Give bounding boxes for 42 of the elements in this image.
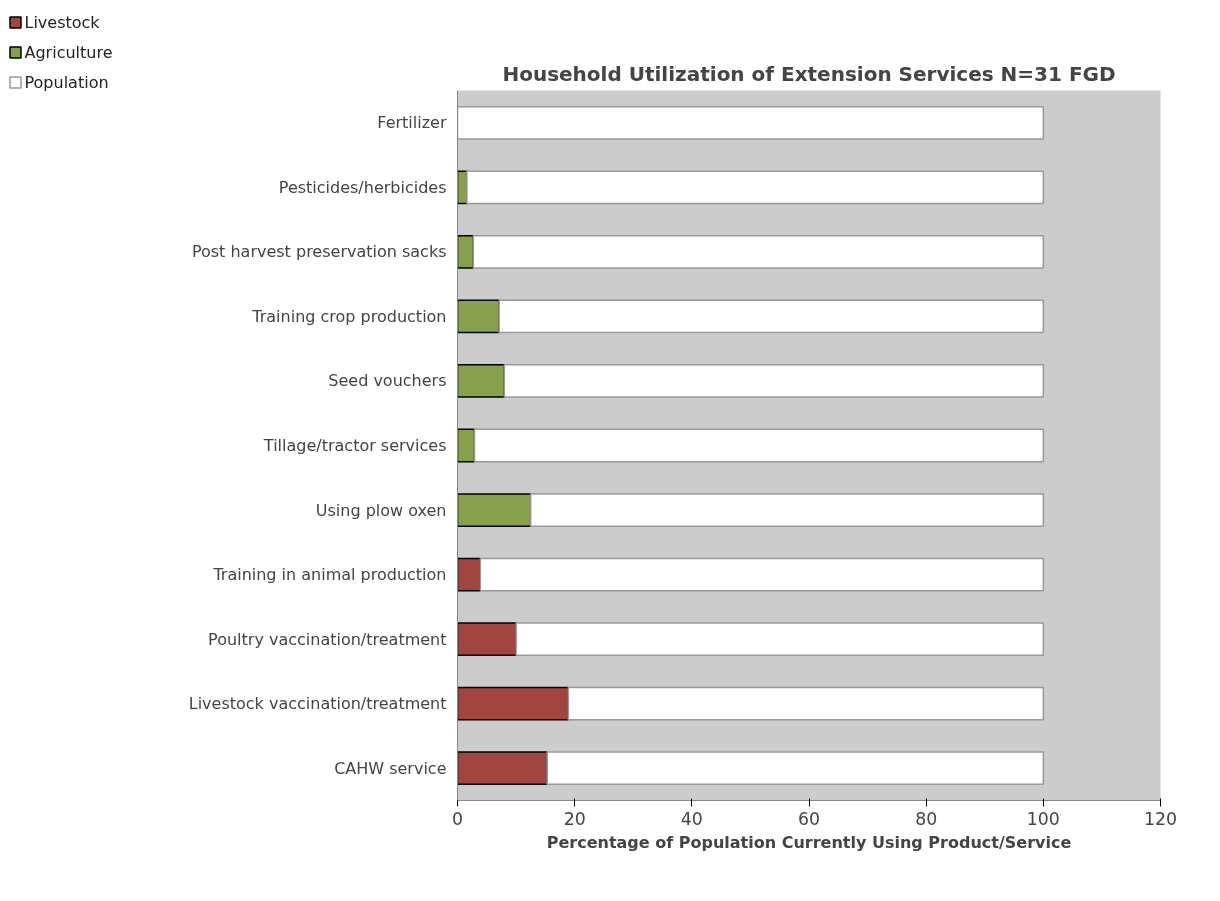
y-tick-label: Seed vouchers bbox=[328, 371, 447, 391]
y-tick-label: Livestock vaccination/treatment bbox=[188, 694, 447, 714]
bar bbox=[498, 299, 1045, 334]
y-tick-label: Fertilizer bbox=[377, 113, 447, 133]
bar bbox=[546, 751, 1045, 786]
bar bbox=[457, 105, 1045, 140]
bar bbox=[457, 557, 482, 592]
y-tick-label: Pesticides/herbicides bbox=[278, 177, 447, 197]
bar bbox=[457, 686, 569, 721]
legend-label: Population bbox=[24, 73, 109, 92]
x-tick-label: 80 bbox=[915, 808, 938, 829]
bar bbox=[503, 364, 1045, 398]
y-tick-label: Training crop production bbox=[251, 306, 447, 326]
bar bbox=[457, 364, 506, 398]
legend-label: Livestock bbox=[24, 13, 101, 32]
y-tick-label: Tillage/tractor services bbox=[262, 436, 447, 455]
x-tick-label: 120 bbox=[1143, 808, 1178, 829]
y-tick-label: Post harvest preservation sacks bbox=[191, 242, 447, 262]
bar bbox=[457, 751, 548, 786]
bar bbox=[529, 493, 1045, 527]
x-tick-label: 20 bbox=[563, 808, 586, 829]
bar bbox=[515, 622, 1045, 657]
chart-title: Household Utilization of Extension Services N=31 FGD bbox=[502, 61, 1116, 86]
y-tick-label: Poultry vaccination/treatment bbox=[208, 629, 447, 649]
x-tick-label: 100 bbox=[1026, 808, 1060, 829]
x-axis-title: Percentage of Population Currently Using Product/Service bbox=[546, 832, 1072, 852]
legend-label: Agriculture bbox=[24, 43, 113, 62]
y-tick-label: CAHW service bbox=[334, 758, 447, 778]
bar bbox=[457, 299, 500, 334]
x-tick-label: 0 bbox=[451, 808, 464, 829]
bar bbox=[472, 234, 1045, 269]
bar bbox=[466, 170, 1045, 205]
y-tick-label: Training in animal production bbox=[212, 565, 447, 585]
bar bbox=[473, 428, 1045, 463]
bar bbox=[457, 234, 475, 269]
x-tick-label: 40 bbox=[680, 808, 703, 829]
bar bbox=[457, 493, 532, 527]
bar bbox=[567, 686, 1045, 721]
bar bbox=[457, 622, 517, 657]
x-tick-label: 60 bbox=[797, 808, 821, 829]
bar bbox=[479, 557, 1045, 592]
y-tick-label: Using plow oxen bbox=[315, 500, 447, 520]
